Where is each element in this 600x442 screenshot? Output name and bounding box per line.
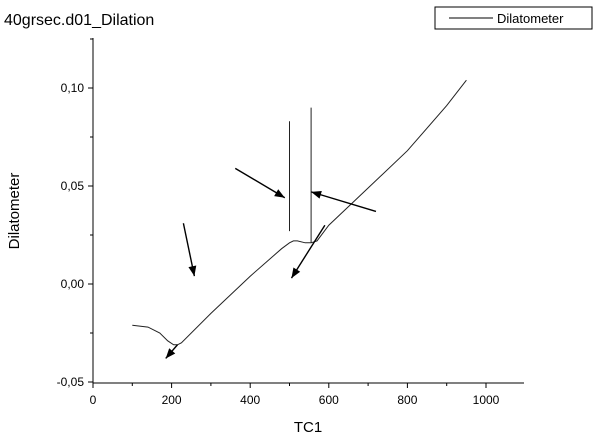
arrow-head xyxy=(291,267,301,279)
y-ticks: -0,05 0,00 0,05 0,10 xyxy=(57,38,93,389)
chart-title: 40grsec.d01_Dilation xyxy=(4,12,154,29)
x-tick-label: 800 xyxy=(397,393,417,407)
annotation-layer xyxy=(165,167,377,359)
y-tick-label: 0,00 xyxy=(61,277,85,291)
plot-frame xyxy=(92,38,524,384)
x-tick-label: 0 xyxy=(90,393,97,407)
arrow-shaft xyxy=(290,224,326,279)
legend: Dilatometer xyxy=(434,6,593,30)
arrow-head xyxy=(188,265,197,277)
annotation-arrow xyxy=(290,224,326,279)
arrow-head xyxy=(274,189,285,198)
series-line-dilatometer xyxy=(132,79,467,346)
annotation-arrow xyxy=(182,223,197,277)
x-ticks: 0 200 400 600 800 1000 xyxy=(90,383,500,407)
legend-box xyxy=(434,6,593,30)
y-tick-label: 0,10 xyxy=(61,81,85,95)
x-tick-label: 200 xyxy=(162,393,182,407)
x-tick-label: 1000 xyxy=(473,393,500,407)
x-tick-label: 600 xyxy=(319,393,339,407)
arrow-shaft xyxy=(310,191,377,213)
series-layer xyxy=(132,79,467,346)
annotation-arrow xyxy=(310,190,377,213)
arrow-head xyxy=(165,348,176,359)
x-tick-label: 400 xyxy=(240,393,260,407)
y-axis-label: Dilatometer xyxy=(6,173,23,250)
arrow-head xyxy=(311,190,322,199)
legend-entry: Dilatometer xyxy=(497,11,564,26)
annotation-arrow xyxy=(165,344,179,359)
y-tick-label: -0,05 xyxy=(57,375,85,389)
annotation-arrow xyxy=(234,167,286,199)
x-axis-label: TC1 xyxy=(294,419,322,436)
y-tick-label: 0,05 xyxy=(61,179,85,193)
